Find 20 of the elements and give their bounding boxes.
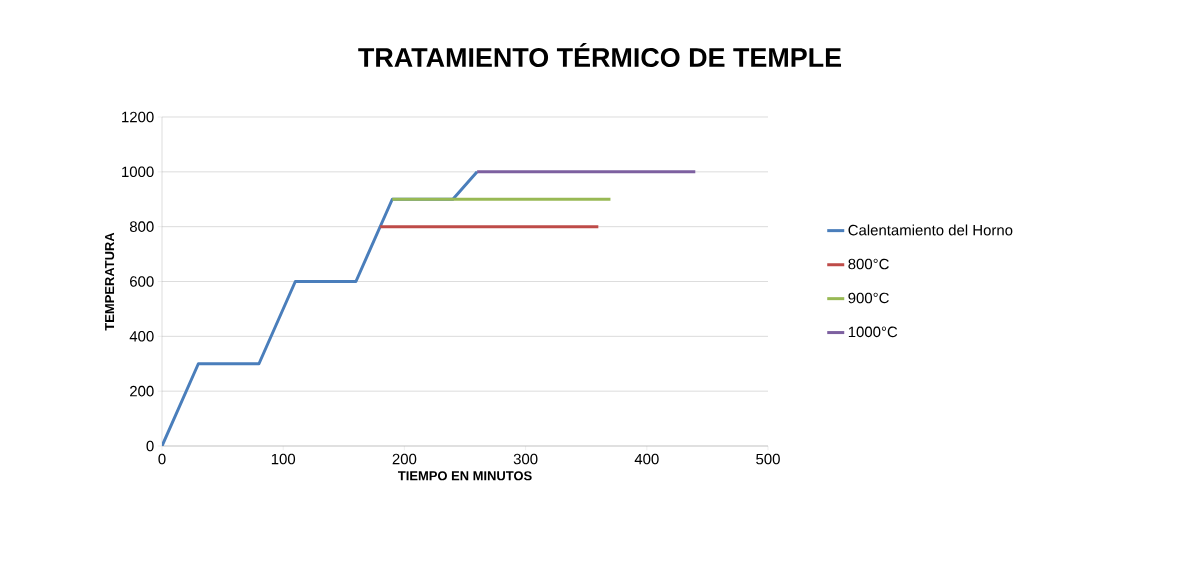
y-tick-label: 1000 bbox=[122, 166, 154, 178]
legend-label: 800°C bbox=[848, 258, 889, 270]
y-tick-label: 800 bbox=[129, 221, 154, 232]
x-tick-label: 100 bbox=[271, 453, 296, 465]
x-tick-label: 0 bbox=[158, 453, 166, 465]
x-tick-label: 300 bbox=[513, 453, 538, 465]
legend-label: Calentamiento del Horno bbox=[848, 224, 1013, 236]
chart-title: TRATAMIENTO TÉRMICO DE TEMPLE bbox=[358, 42, 842, 68]
y-tick-label: 200 bbox=[130, 385, 154, 397]
y-tick-label: 600 bbox=[130, 276, 154, 287]
y-tick-label: 0 bbox=[146, 440, 154, 452]
x-axis-title: TIEMPO EN MINUTOS bbox=[397, 471, 532, 481]
x-tick-label: 200 bbox=[392, 453, 417, 465]
legend-label: 900°C bbox=[848, 292, 889, 304]
legend-label: 1000°C bbox=[848, 326, 898, 338]
x-tick-label: 400 bbox=[634, 453, 659, 465]
y-axis-title: TEMPERATURA bbox=[105, 232, 115, 331]
y-tick-label: 400 bbox=[129, 331, 154, 342]
x-tick-label: 500 bbox=[756, 453, 780, 465]
y-tick-label: 1200 bbox=[122, 111, 154, 123]
